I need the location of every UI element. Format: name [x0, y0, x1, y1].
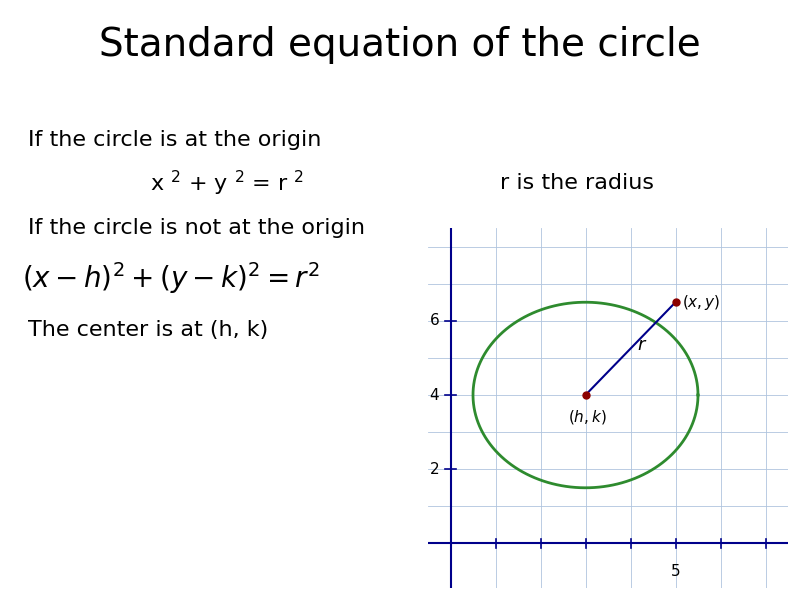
Text: 5: 5	[670, 564, 680, 579]
Text: 4: 4	[430, 388, 439, 403]
Text: 2: 2	[430, 462, 439, 477]
Text: x $^2$ + y $^2$ = r $^2$: x $^2$ + y $^2$ = r $^2$	[150, 169, 304, 197]
Text: The center is at (h, k): The center is at (h, k)	[28, 320, 268, 340]
Text: $\mathbf{\mathit{r}}$: $\mathbf{\mathit{r}}$	[638, 336, 647, 354]
Text: If the circle is at the origin: If the circle is at the origin	[28, 130, 322, 150]
Text: $(x,y)$: $(x,y)$	[682, 293, 721, 312]
Text: $(h,k)$: $(h,k)$	[568, 408, 607, 426]
Text: Standard equation of the circle: Standard equation of the circle	[99, 26, 701, 64]
Text: 6: 6	[430, 313, 439, 328]
Text: $\left(x-h\right)^{2}+\left(y-k\right)^{2}=r^{2}$: $\left(x-h\right)^{2}+\left(y-k\right)^{…	[22, 260, 320, 296]
Text: If the circle is not at the origin: If the circle is not at the origin	[28, 218, 365, 238]
Text: r is the radius: r is the radius	[500, 173, 654, 193]
